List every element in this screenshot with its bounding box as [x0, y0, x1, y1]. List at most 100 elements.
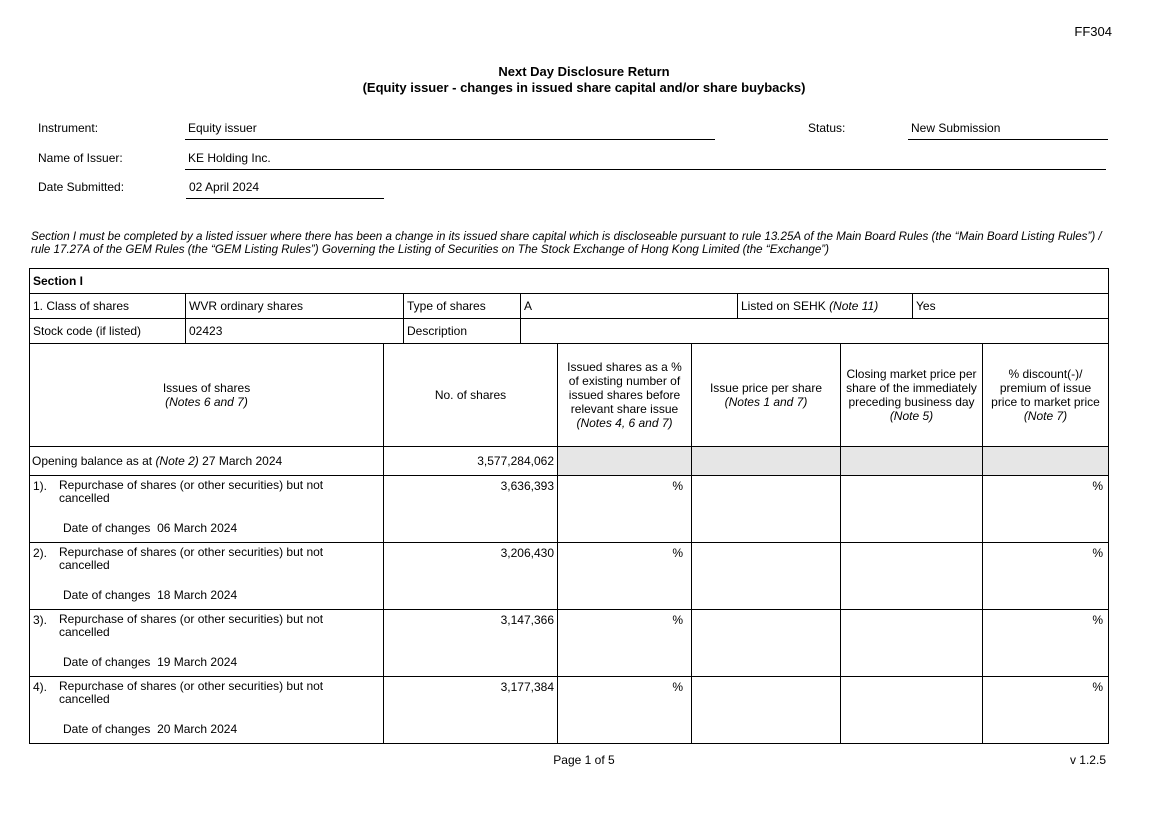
entry-description: 1). Repurchase of shares (or other securi…	[29, 475, 384, 543]
entry-number: 4).	[33, 680, 48, 694]
intro-text: Section I must be completed by a listed …	[31, 230, 1102, 256]
column-header: Closing market price per share of the im…	[840, 343, 983, 447]
entry-description: 2). Repurchase of shares (or other securi…	[29, 542, 384, 610]
class-value: WVR ordinary shares	[185, 293, 404, 319]
entry-discount: %	[982, 676, 1109, 744]
listed-label-text: Listed on SEHK	[741, 299, 826, 313]
date-value: 19 March 2024	[157, 655, 238, 669]
entry-shares: 3,177,384	[383, 676, 558, 744]
entry-discount: %	[982, 609, 1109, 677]
entry-issue-price	[691, 676, 841, 744]
entry-text: Repurchase of shares (or other securitie…	[59, 612, 324, 639]
title: Next Day Disclosure Return	[498, 64, 670, 79]
header-label: % discount(-)/ premium of issue price to…	[991, 367, 1100, 409]
stock-code-label: Stock code (if listed)	[29, 318, 186, 344]
grey-cell	[840, 446, 983, 476]
date-value: 06 March 2024	[157, 521, 238, 535]
opening-note: (Note 2)	[155, 454, 199, 468]
entry-discount: %	[982, 542, 1109, 610]
table-row: 3). Repurchase of shares (or other securi…	[29, 609, 1109, 677]
issuer-label: Name of Issuer:	[38, 151, 123, 165]
header-label: Closing market price per share of the im…	[846, 367, 977, 409]
status-value: New Submission	[908, 121, 1108, 140]
column-header: Issued shares as a % of existing number …	[557, 343, 692, 447]
date-value: 20 March 2024	[157, 722, 238, 736]
entry-date: Date of changes 20 March 2024	[63, 722, 380, 736]
class-label: 1. Class of shares	[29, 293, 186, 319]
instrument-value: Equity issuer	[185, 121, 715, 140]
document-title: Next Day Disclosure Return (Equity issue…	[0, 64, 1168, 96]
column-header: Issues of shares (Notes 6 and 7)	[29, 343, 384, 447]
entry-text: Repurchase of shares (or other securitie…	[59, 478, 324, 505]
description-label: Description	[403, 318, 521, 344]
date-label: Date of changes	[63, 655, 151, 669]
entry-description: 3). Repurchase of shares (or other securi…	[29, 609, 384, 677]
opening-date: 27 March 2024	[202, 454, 283, 468]
entry-number: 3).	[33, 613, 48, 627]
type-label: Type of shares	[403, 293, 521, 319]
page-number: Page 1 of 5	[553, 753, 615, 767]
column-header: No. of shares	[383, 343, 558, 447]
header-note: (Notes 6 and 7)	[165, 395, 248, 409]
grey-cell	[982, 446, 1109, 476]
header-label: Issues of shares	[162, 381, 251, 395]
entry-text: Repurchase of shares (or other securitie…	[59, 679, 324, 706]
opening-label: Opening balance as at (Note 2) 27 March …	[29, 446, 384, 476]
header-note: (Note 5)	[889, 409, 934, 423]
share-changes-table: Issues of shares (Notes 6 and 7) No. of s…	[29, 343, 1109, 744]
column-header: % discount(-)/ premium of issue price to…	[982, 343, 1109, 447]
entry-pct: %	[557, 542, 692, 610]
table-row: 1). Repurchase of shares (or other securi…	[29, 475, 1109, 543]
header-note: (Notes 1 and 7)	[724, 395, 808, 409]
section-title: Section I	[28, 268, 1110, 294]
date-submitted-label: Date Submitted:	[38, 180, 125, 194]
entry-shares: 3,147,366	[383, 609, 558, 677]
status-label: Status:	[808, 121, 846, 135]
opening-balance-row: Opening balance as at (Note 2) 27 March …	[29, 446, 1109, 476]
date-submitted-value: 02 April 2024	[186, 180, 384, 199]
description-value	[519, 318, 1110, 344]
table-row: 2). Repurchase of shares (or other securi…	[29, 542, 1109, 610]
header-note: (Notes 4, 6 and 7)	[576, 416, 673, 430]
entry-shares: 3,636,393	[383, 475, 558, 543]
entry-pct: %	[557, 609, 692, 677]
type-value: A	[520, 293, 738, 319]
entry-shares: 3,206,430	[383, 542, 558, 610]
listed-label: Listed on SEHK (Note 11)	[737, 293, 913, 319]
header-label: No. of shares	[434, 388, 507, 402]
grey-cell	[691, 446, 841, 476]
column-header: Issue price per share (Notes 1 and 7)	[691, 343, 841, 447]
grey-cell	[557, 446, 692, 476]
listed-value: Yes	[911, 293, 1110, 319]
entry-market-price	[840, 542, 983, 610]
entry-number: 2).	[33, 546, 48, 560]
entry-market-price	[840, 609, 983, 677]
date-label: Date of changes	[63, 722, 151, 736]
subtitle: (Equity issuer - changes in issued share…	[362, 80, 806, 95]
version: v 1.2.5	[1069, 753, 1106, 767]
section-info-table: Section I 1. Class of shares WVR ordinar…	[28, 268, 1110, 344]
entry-description: 4). Repurchase of shares (or other securi…	[29, 676, 384, 744]
entry-issue-price	[691, 475, 841, 543]
entry-text: Repurchase of shares (or other securitie…	[59, 545, 324, 572]
instrument-label: Instrument:	[38, 121, 99, 135]
date-label: Date of changes	[63, 521, 151, 535]
entry-number: 1).	[33, 479, 48, 493]
header-label: Issued shares as a % of existing number …	[567, 360, 682, 416]
entry-date: Date of changes 19 March 2024	[63, 655, 380, 669]
entry-discount: %	[982, 475, 1109, 543]
header-label: Issue price per share	[709, 381, 823, 395]
entry-pct: %	[557, 676, 692, 744]
opening-shares: 3,577,284,062	[383, 446, 558, 476]
issuer-value: KE Holding Inc.	[185, 151, 1106, 170]
header-row: Issues of shares (Notes 6 and 7) No. of s…	[29, 343, 1109, 447]
opening-text: Opening balance as at	[32, 454, 153, 468]
entry-date: Date of changes 18 March 2024	[63, 588, 380, 602]
header-note: (Note 7)	[1023, 409, 1068, 423]
entry-issue-price	[691, 542, 841, 610]
table-row: 4). Repurchase of shares (or other securi…	[29, 676, 1109, 744]
entry-date: Date of changes 06 March 2024	[63, 521, 380, 535]
stock-code-value: 02423	[185, 318, 404, 344]
date-label: Date of changes	[63, 588, 151, 602]
